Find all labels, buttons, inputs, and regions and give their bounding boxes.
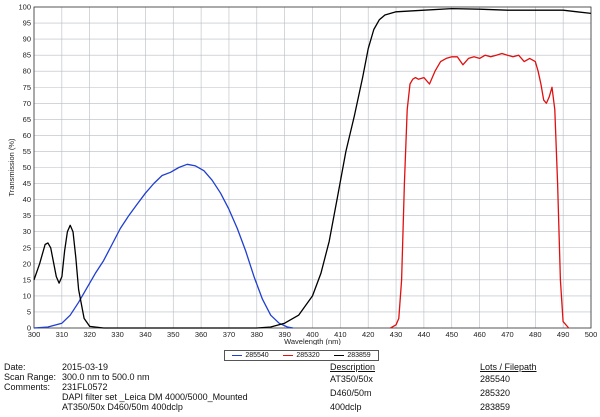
legend-label: 285540 bbox=[245, 352, 269, 359]
x-axis-label: Wavelength (nm) bbox=[284, 337, 341, 345]
lots-header: Lots / Filepath bbox=[480, 362, 537, 372]
y-tick-label: 40 bbox=[23, 195, 31, 204]
date-value: 2015-03-19 bbox=[62, 362, 109, 372]
legend-swatch bbox=[283, 355, 294, 356]
series-line-285540 bbox=[33, 163, 294, 329]
legend-item: 283859 bbox=[334, 352, 371, 359]
description-item: AT350/50x bbox=[330, 374, 373, 384]
y-tick-label: 50 bbox=[23, 163, 31, 172]
x-tick-label: 380 bbox=[251, 330, 264, 339]
y-tick-label: 15 bbox=[23, 275, 31, 284]
y-tick-label: 90 bbox=[23, 35, 31, 44]
x-tick-label: 310 bbox=[56, 330, 69, 339]
description-item: 400dclp bbox=[330, 402, 362, 412]
y-tick-label: 85 bbox=[23, 51, 31, 60]
legend-swatch bbox=[334, 355, 345, 356]
y-tick-label: 65 bbox=[23, 115, 31, 124]
y-tick-label: 60 bbox=[23, 131, 31, 140]
x-tick-label: 440 bbox=[418, 330, 431, 339]
x-tick-label: 450 bbox=[445, 330, 458, 339]
y-tick-label: 25 bbox=[23, 243, 31, 252]
x-tick-label: 320 bbox=[83, 330, 96, 339]
comments-label: Comments: bbox=[4, 382, 51, 392]
y-tick-label: 75 bbox=[23, 83, 31, 92]
y-tick-label: 95 bbox=[23, 19, 31, 28]
series-line-285320 bbox=[390, 52, 570, 329]
legend-label: 283859 bbox=[347, 352, 371, 359]
legend-item: 285540 bbox=[232, 352, 269, 359]
date-label: Date: bbox=[4, 362, 26, 372]
x-tick-label: 490 bbox=[557, 330, 570, 339]
x-tick-label: 390 bbox=[278, 330, 291, 339]
x-tick-label: 350 bbox=[167, 330, 180, 339]
x-tick-label: 300 bbox=[28, 330, 41, 339]
y-tick-label: 0 bbox=[27, 324, 31, 333]
transmission-chart: 300 310 320 330 340 350 360 370 380 390 400 410 420 4… bbox=[7, 3, 598, 346]
x-tick-label: 400 bbox=[306, 330, 319, 339]
y-tick-label: 80 bbox=[23, 67, 31, 76]
lots-item: 283859 bbox=[480, 402, 511, 412]
y-tick-label: 35 bbox=[23, 211, 31, 220]
comments-line: DAPI filter set _Leica DM 4000/5000_Moun… bbox=[62, 392, 248, 402]
y-tick-label: 55 bbox=[23, 147, 31, 156]
x-tick-label: 360 bbox=[195, 330, 208, 339]
lots-item: 285320 bbox=[480, 388, 511, 398]
x-tick-label: 330 bbox=[111, 330, 124, 339]
scan-range-value: 300.0 nm to 500.0 nm bbox=[62, 372, 150, 382]
y-axis-label: Transmission (%) bbox=[7, 138, 16, 197]
y-tick-label: 30 bbox=[23, 227, 31, 236]
x-tick-label: 470 bbox=[501, 330, 514, 339]
series-line-283859 bbox=[33, 7, 592, 329]
chart-legend: 285540 285320 283859 bbox=[224, 350, 379, 361]
y-tick-label: 5 bbox=[27, 307, 31, 316]
y-tick-label: 20 bbox=[23, 259, 31, 268]
lots-item: 285540 bbox=[480, 374, 511, 384]
comments-line: AT350/50x D460/50m 400dclp bbox=[62, 402, 183, 412]
comments-line: 231FL0572 bbox=[62, 382, 108, 392]
plot-frame bbox=[33, 6, 592, 329]
legend-swatch bbox=[232, 355, 243, 356]
x-tick-label: 480 bbox=[529, 330, 542, 339]
legend-label: 285320 bbox=[296, 352, 320, 359]
legend-item: 285320 bbox=[283, 352, 320, 359]
y-tick-label: 45 bbox=[23, 179, 31, 188]
y-tick-label: 70 bbox=[23, 99, 31, 108]
x-tick-label: 340 bbox=[139, 330, 152, 339]
description-item: D460/50m bbox=[330, 388, 372, 398]
x-tick-label: 410 bbox=[334, 330, 347, 339]
x-tick-label: 430 bbox=[390, 330, 403, 339]
y-tick-label: 100 bbox=[18, 3, 31, 12]
scan-range-label: Scan Range: bbox=[4, 372, 57, 382]
description-header: Description bbox=[330, 362, 376, 372]
x-tick-label: 500 bbox=[585, 330, 598, 339]
y-tick-label: 10 bbox=[23, 291, 31, 300]
x-tick-label: 420 bbox=[362, 330, 375, 339]
x-tick-label: 460 bbox=[473, 330, 486, 339]
x-tick-label: 370 bbox=[223, 330, 236, 339]
